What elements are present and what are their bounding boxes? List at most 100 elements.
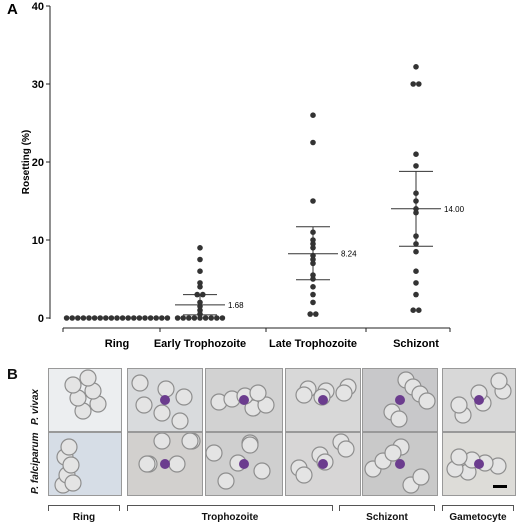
data-point: [197, 280, 203, 286]
data-point: [91, 315, 98, 321]
micrograph-tile: [285, 368, 361, 432]
micrograph-image: [64, 369, 107, 420]
parasite: [318, 459, 328, 469]
red-blood-cell: [450, 396, 468, 414]
micrograph-tile: [48, 368, 122, 432]
data-point: [310, 198, 316, 204]
red-blood-cell: [241, 436, 259, 454]
micrograph-image: [138, 433, 201, 473]
micrograph-image: [54, 438, 82, 494]
parasite: [239, 395, 249, 405]
micrograph-tile: [48, 432, 122, 496]
micrograph-tile: [127, 432, 203, 496]
red-blood-cell: [390, 410, 408, 428]
x-category-label: Schizont: [393, 338, 439, 350]
y-tick-label: 40: [32, 1, 44, 13]
red-blood-cell: [135, 396, 153, 414]
data-point: [202, 315, 209, 321]
red-blood-cell: [131, 374, 149, 392]
red-blood-cell: [171, 412, 189, 430]
red-blood-cell: [335, 384, 353, 402]
data-point: [310, 139, 316, 146]
data-point: [416, 81, 422, 87]
data-point: [147, 315, 154, 321]
data-point: [131, 315, 137, 321]
micrograph-tile: [285, 432, 361, 496]
data-point: [310, 112, 316, 118]
data-point: [186, 315, 192, 321]
red-blood-cell: [490, 372, 508, 390]
red-blood-cell: [450, 448, 468, 466]
data-point: [313, 311, 319, 317]
group-label-gametocyte: Gametocyte: [449, 512, 507, 523]
data-point: [307, 311, 314, 317]
parasite: [395, 459, 405, 469]
data-point: [63, 315, 70, 321]
data-point: [86, 315, 92, 321]
data-point: [416, 307, 422, 314]
data-point: [97, 315, 103, 321]
data-point: [310, 299, 316, 306]
micrograph-tile: [362, 368, 438, 432]
scale-bar: [493, 485, 507, 488]
row-label-p-falciparum: P. falciparum: [30, 432, 41, 494]
red-blood-cell: [62, 456, 80, 474]
red-blood-cell: [60, 438, 78, 456]
data-point: [69, 315, 75, 321]
red-blood-cell: [64, 474, 82, 492]
micrograph-image: [290, 433, 355, 484]
data-point: [410, 307, 417, 314]
micrograph-image: [450, 372, 512, 424]
data-marks: 1.68 8.24 14.00: [63, 64, 465, 321]
micrograph-tile: [442, 368, 516, 432]
mean-label: 14.00: [444, 205, 465, 214]
red-blood-cell: [295, 386, 313, 404]
group-label-schizont: Schizont: [366, 512, 408, 523]
data-point: [413, 163, 419, 169]
bracket-gametocyte: [442, 505, 514, 511]
data-point: [80, 315, 87, 321]
x-category-label: Late Trophozoite: [269, 338, 357, 350]
group-label-trophozoite: Trophozoite: [201, 512, 259, 523]
red-blood-cell: [253, 462, 271, 480]
data-point: [114, 315, 120, 321]
data-point: [413, 291, 419, 298]
red-blood-cell: [384, 444, 402, 462]
red-blood-cell: [295, 466, 313, 484]
data-point: [108, 315, 115, 321]
micrograph-tile: [205, 432, 283, 496]
y-tick-label: 30: [32, 79, 44, 91]
parasite: [474, 459, 484, 469]
data-point: [413, 151, 419, 157]
bracket-trophozoite: [127, 505, 333, 511]
data-point: [197, 315, 203, 321]
row-label-p-vivax: P. vivax: [30, 389, 41, 425]
micrograph-tile: [362, 432, 438, 496]
red-blood-cell: [153, 433, 171, 450]
data-point: [119, 315, 126, 321]
red-blood-cell: [337, 440, 355, 458]
mean-label: 8.24: [341, 250, 357, 259]
data-point: [413, 280, 419, 286]
data-point: [197, 284, 203, 290]
red-blood-cell: [64, 376, 82, 394]
data-point: [142, 315, 148, 321]
parasite: [395, 395, 405, 405]
red-blood-cell: [175, 388, 193, 406]
group-label-ring: Ring: [72, 512, 96, 523]
bracket-ring: [48, 505, 120, 511]
data-point: [159, 315, 165, 321]
bracket-schizont: [339, 505, 435, 511]
red-blood-cell: [418, 392, 436, 410]
data-point: [75, 315, 81, 321]
data-point: [180, 315, 186, 321]
data-point: [164, 315, 171, 321]
rosetting-chart: A Rosetting (%) 0 10 20 30 40 Ring Early Troph…: [7, 1, 465, 350]
y-tick-label: 0: [38, 313, 44, 325]
x-category-label: Ring: [105, 338, 129, 350]
micrograph-image: [295, 378, 357, 406]
micrograph-tile: [205, 368, 283, 432]
data-point: [174, 315, 181, 321]
data-point: [136, 315, 143, 321]
data-point: [197, 256, 203, 263]
